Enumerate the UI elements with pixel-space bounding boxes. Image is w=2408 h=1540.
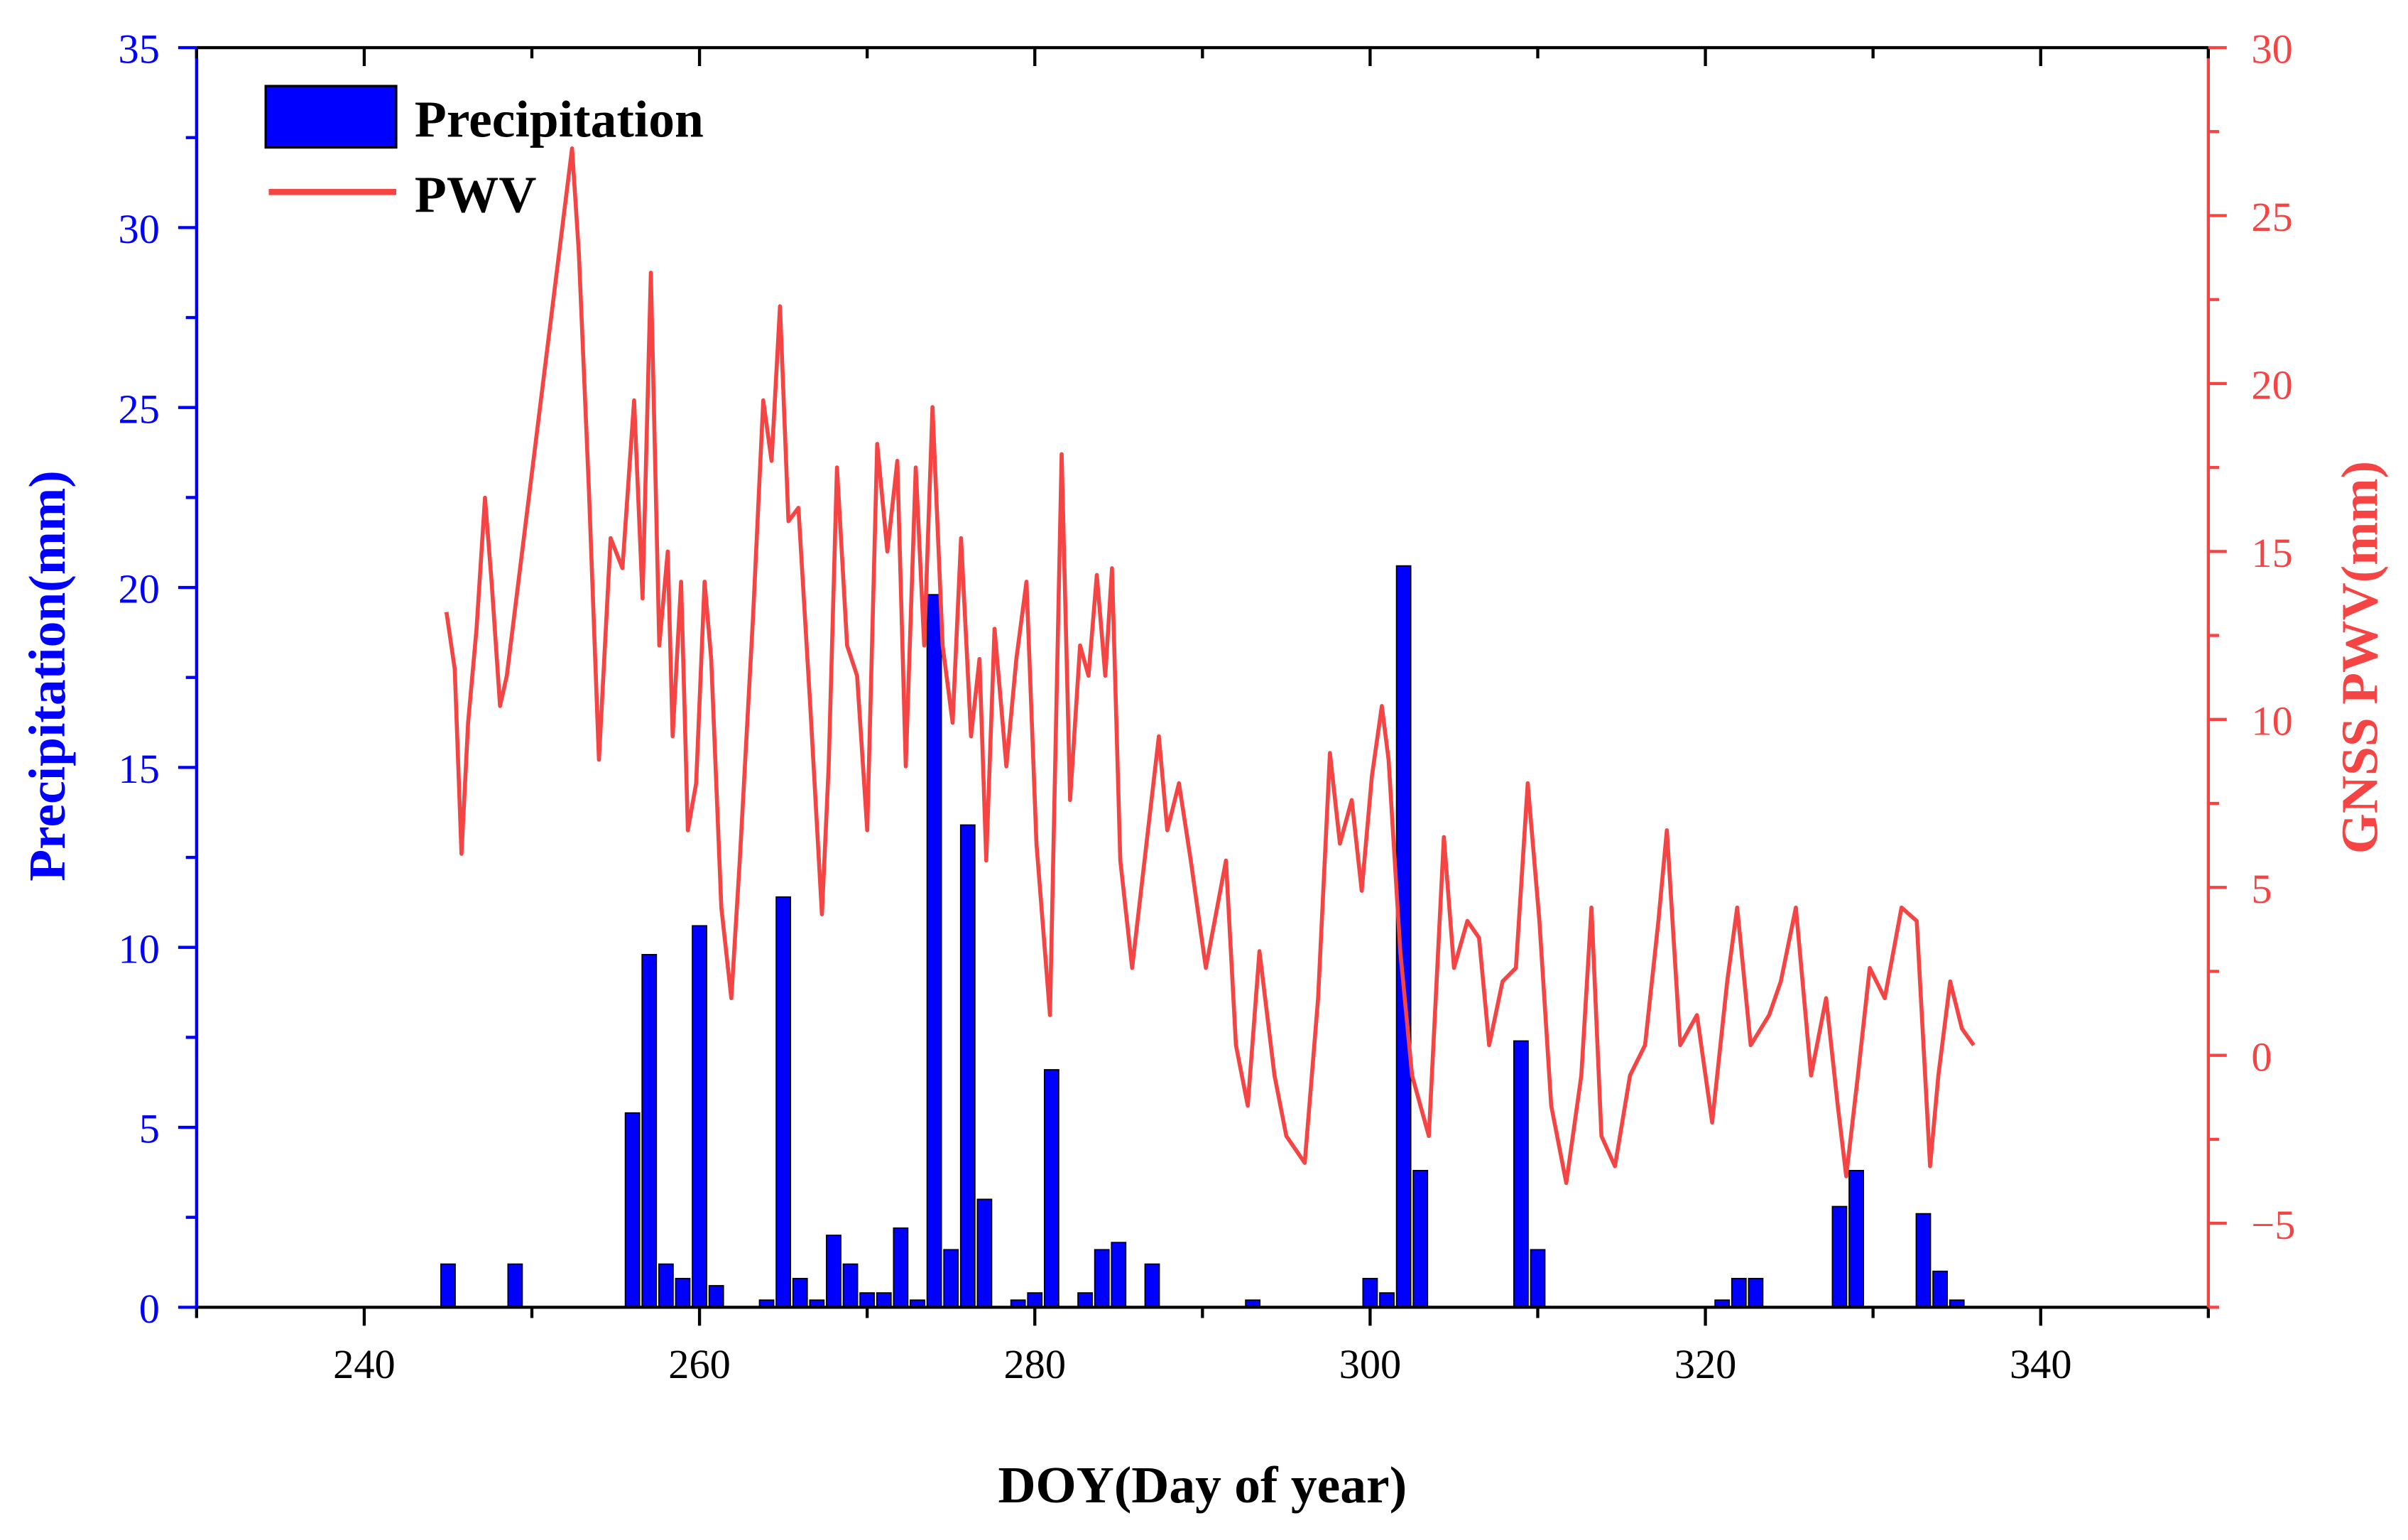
precipitation-bar [1144,1263,1160,1308]
x-tick-label: 300 [1339,1341,1402,1387]
precipitation-bar [1043,1069,1059,1308]
right-y-tick-label: 30 [2251,26,2292,72]
precipitation-bar [943,1249,959,1308]
precipitation-bar [826,1235,841,1308]
right-y-tick-label: 20 [2251,362,2292,408]
precipitation-bar [959,824,976,1308]
precipitation-bar [1748,1277,1764,1308]
right-y-tick-label: 10 [2251,698,2292,744]
right-axis-title: GNSS PWV(mm) [2331,461,2389,854]
left-y-tick-label: 25 [119,386,160,432]
precipitation-bar [876,1292,892,1308]
precipitation-bar [1932,1270,1949,1308]
precipitation-bar [1915,1213,1932,1308]
left-y-tick-label: 5 [139,1106,160,1152]
right-y-tick-label: 0 [2251,1034,2272,1080]
precipitation-bar [440,1263,456,1308]
precipitation-bar [641,953,658,1308]
precipitation-bar [1848,1169,1864,1308]
x-tick-label: 320 [1674,1341,1737,1387]
legend-precipitation-label: Precipitation [415,90,704,148]
x-tick-label: 260 [668,1341,731,1387]
left-y-tick-label: 15 [119,746,160,792]
precipitation-bars [440,565,1965,1308]
precipitation-bar [1530,1249,1546,1308]
left-axis-title: Precipitation(mm) [18,470,76,881]
right-y-tick-label: −5 [2251,1202,2295,1248]
left-y-tick-label: 0 [139,1286,160,1332]
left-y-tick-label: 10 [119,926,160,972]
precipitation-bar [624,1112,641,1308]
precipitation-bar [1027,1292,1043,1308]
legend-pwv-label: PWV [415,165,537,223]
precipitation-bar [507,1263,523,1308]
precipitation-bar [708,1285,724,1308]
precipitation-bar [1362,1277,1378,1308]
precipitation-bar [842,1263,859,1308]
precipitation-bar [1379,1292,1395,1308]
precipitation-bar [1094,1249,1110,1308]
right-y-tick-label: 15 [2251,530,2292,576]
precipitation-bar [1412,1169,1429,1308]
precipitation-bar [792,1277,808,1308]
precipitation-bar [976,1198,993,1308]
pwv-line [444,146,1976,1186]
precipitation-bar [859,1292,876,1308]
precipitation-bar [1831,1205,1848,1308]
left-y-tick-label: 35 [119,26,160,72]
precipitation-bar [1513,1040,1529,1308]
right-y-tick-label: 5 [2251,866,2272,912]
legend-precipitation-swatch [264,85,398,149]
x-axis-title: DOY(Day of year) [998,1455,1407,1514]
legend: Precipitation PWV [264,85,704,223]
right-y-tick-label: 25 [2251,194,2292,240]
x-tick-label: 240 [333,1341,396,1387]
precipitation-bar [1077,1292,1093,1308]
precipitation-bar [675,1277,691,1308]
precipitation-bar [1111,1242,1127,1308]
precipitation-bar [926,594,942,1308]
precipitation-bar [658,1263,674,1308]
x-tick-label: 280 [1003,1341,1066,1387]
left-y-tick-label: 20 [119,566,160,612]
precipitation-bar [893,1227,909,1308]
precipitation-bar [775,896,792,1308]
precipitation-bar [1731,1277,1747,1308]
left-y-tick-label: 30 [119,206,160,252]
x-tick-label: 340 [2010,1341,2072,1387]
precipitation-bar [692,925,707,1308]
axis-ticks: 240 260 280 300 320 340 0 5 10 15 20 25 30 35 −5 0 5 10 15… [119,26,2296,1387]
